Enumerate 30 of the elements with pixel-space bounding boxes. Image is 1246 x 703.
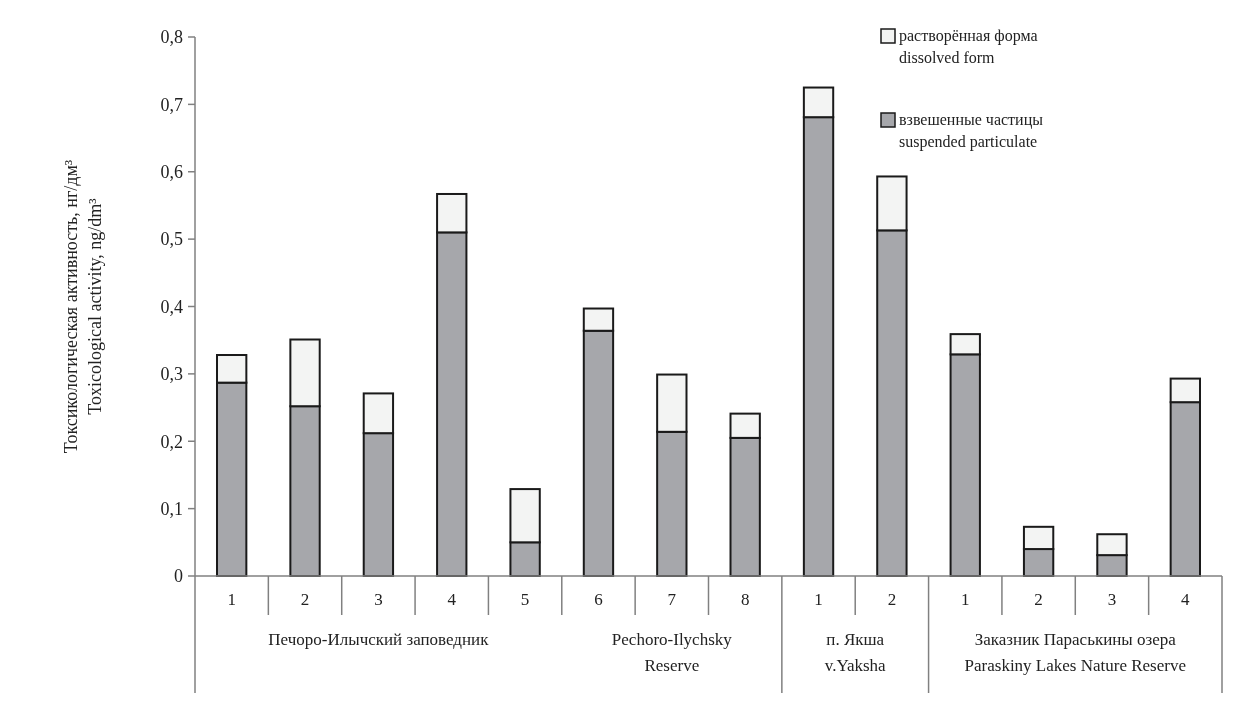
text: Печоро-Илычский заповедник <box>268 630 490 649</box>
x-tick-label: 2 <box>887 590 897 609</box>
y-tick-label: 0,8 <box>160 27 183 48</box>
y-tick-label: 0,6 <box>160 162 183 183</box>
x-tick-label: 1 <box>227 590 236 609</box>
x-tick-label: 2 <box>300 590 310 609</box>
x-tick-label: 3 <box>374 590 383 609</box>
y-tick-label: 0 <box>174 566 183 587</box>
text: Pechoro-Ilychsky Reserve <box>611 630 733 675</box>
y-tick-label: 0,5 <box>160 229 183 250</box>
y-tick-label: 0,4 <box>160 296 183 317</box>
x-tick-label: 3 <box>1107 590 1117 609</box>
text: Заказник Параськины озера Paraskiny Lakes Nature Reserve <box>964 630 1186 675</box>
y-tick-label: 0,3 <box>160 364 183 385</box>
x-tick-label: 6 <box>594 590 603 609</box>
text: п. Якша v.Yaksha <box>824 630 887 675</box>
y-axis-title: Токсикологическая активность, нг/дм³ Toxicological activity, ng/dm³ <box>61 159 105 454</box>
x-tick-label: 7 <box>667 590 677 609</box>
x-tick-label: 1 <box>814 590 823 609</box>
y-tick-label: 0,2 <box>160 431 183 452</box>
y-tick-label: 0,7 <box>160 94 183 115</box>
y-tick-label: 0,1 <box>160 498 183 519</box>
x-tick-label: 1 <box>961 590 970 609</box>
legend-label: взвешенные частицы suspended particulate <box>899 111 1044 151</box>
x-tick-label: 4 <box>447 590 457 609</box>
x-tick-label: 4 <box>1181 590 1191 609</box>
legend-label: растворённая форма dissolved form <box>899 27 1038 66</box>
x-tick-label: 5 <box>520 590 530 609</box>
x-tick-label: 8 <box>740 590 750 609</box>
x-tick-label: 2 <box>1034 590 1043 609</box>
